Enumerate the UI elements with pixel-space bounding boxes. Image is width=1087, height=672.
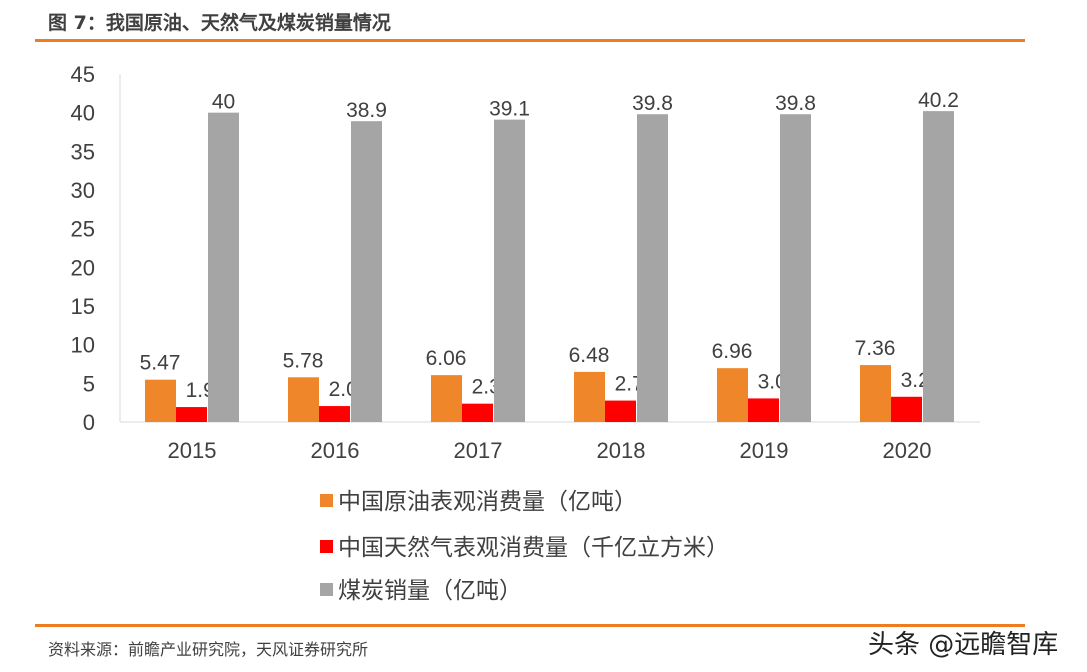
y-tick-label: 20 <box>71 255 95 280</box>
x-tick-label: 2017 <box>454 438 503 463</box>
x-tick-label: 2020 <box>883 438 932 463</box>
bar-oil <box>145 379 176 422</box>
y-tick-label: 45 <box>71 62 95 87</box>
y-tick-label: 10 <box>71 333 95 358</box>
bar-coal <box>780 114 811 423</box>
bar-gas <box>319 406 350 422</box>
legend-swatch <box>320 583 333 596</box>
bar-gas <box>891 396 922 422</box>
y-tick-label: 15 <box>71 294 95 319</box>
bar-coal <box>923 111 954 423</box>
data-label: 6.96 <box>712 340 753 363</box>
data-label: 7.36 <box>855 337 896 360</box>
data-label: 6.06 <box>426 347 467 370</box>
x-tick-label: 2015 <box>168 438 217 463</box>
y-tick-label: 30 <box>71 178 95 203</box>
bar-gas <box>748 398 779 422</box>
data-label: 39.8 <box>632 92 673 115</box>
bar-gas <box>176 407 207 422</box>
bar-oil <box>860 365 891 422</box>
watermark: 头条 @远瞻智库 <box>868 630 1059 660</box>
legend-label: 煤炭销量（亿吨） <box>338 577 522 603</box>
bar-coal <box>351 121 382 422</box>
bar-coal <box>637 114 668 423</box>
data-label: 5.47 <box>140 352 181 375</box>
y-tick-label: 5 <box>83 371 95 396</box>
bar-oil <box>288 377 319 422</box>
x-tick-label: 2019 <box>740 438 789 463</box>
bar-gas <box>462 403 493 422</box>
bottom-divider <box>35 624 1025 627</box>
y-tick-label: 40 <box>71 101 95 126</box>
data-label: 40 <box>212 91 235 114</box>
legend-swatch <box>320 540 333 553</box>
x-tick-label: 2016 <box>311 438 360 463</box>
y-tick-label: 35 <box>71 139 95 164</box>
figure-title: 图 7：我国原油、天然气及煤炭销量情况 <box>48 12 391 34</box>
y-tick-label: 0 <box>83 410 95 435</box>
legend-label: 中国天然气表观消费量（千亿立方米） <box>338 534 729 560</box>
y-tick-label: 25 <box>71 217 95 242</box>
data-label: 40.2 <box>918 89 959 112</box>
bar-coal <box>208 112 239 423</box>
data-label: 39.8 <box>775 92 816 115</box>
data-label: 39.1 <box>489 98 530 121</box>
x-tick-label: 2018 <box>597 438 646 463</box>
bar-gas <box>605 400 636 422</box>
legend-label: 中国原油表观消费量（亿吨） <box>338 488 637 514</box>
bar-oil <box>431 375 462 422</box>
source-note: 资料来源：前瞻产业研究院，天风证券研究所 <box>48 640 369 659</box>
bar-oil <box>717 368 748 422</box>
legend-swatch <box>320 494 333 507</box>
data-label: 38.9 <box>346 99 387 122</box>
bar-coal <box>494 119 525 423</box>
top-divider <box>35 39 1025 42</box>
data-label: 6.48 <box>569 344 610 367</box>
data-label: 5.78 <box>283 349 324 372</box>
bar-oil <box>574 371 605 422</box>
